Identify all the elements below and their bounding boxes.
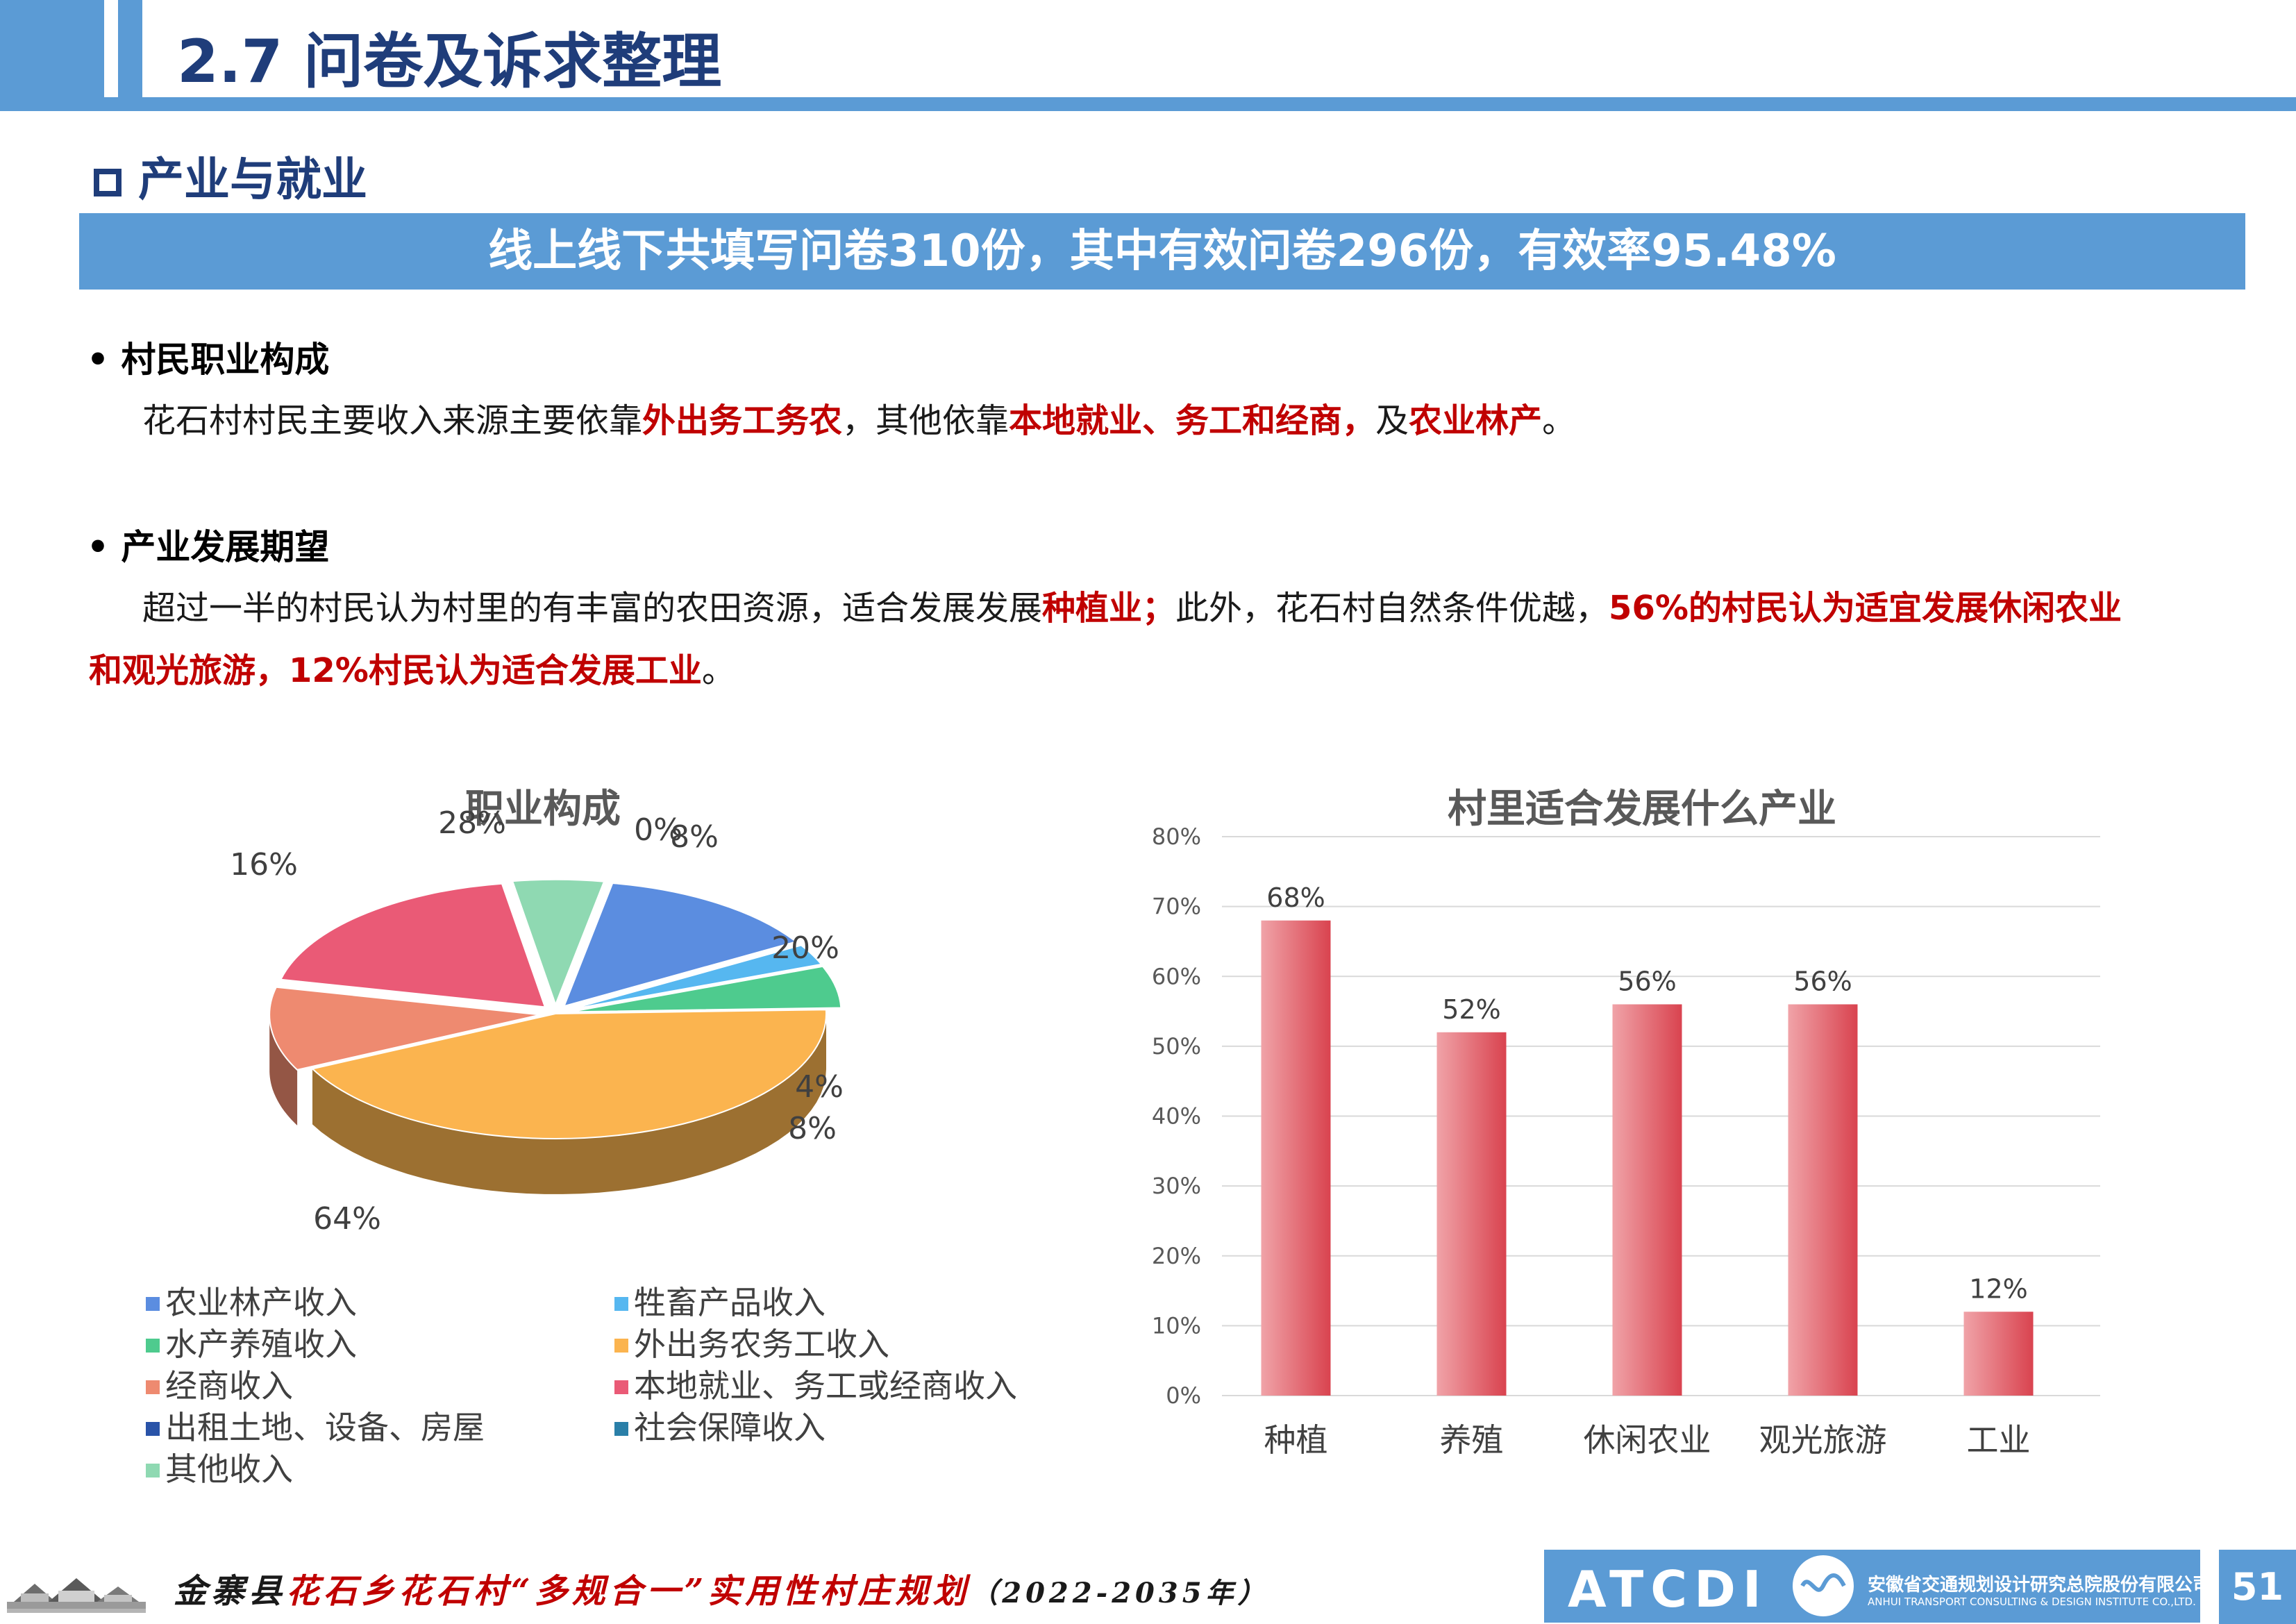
expectation-heading: • 产业发展期望 (87, 527, 330, 567)
bar-value-label: 68% (1266, 882, 1325, 913)
pie-legend-label: 社会保障收入 (634, 1409, 826, 1446)
bar-value-label: 12% (1969, 1273, 2027, 1304)
occupation-paragraph: 花石村村民主要收入来源主要依靠外出务工务农，其他依靠本地就业、务工和经商，及农业… (142, 401, 1576, 440)
footer-project-title: 金寨县花石乡花石村“多规合一”实用性村庄规划（2022-2035年） (174, 1572, 1270, 1611)
bar (1963, 1312, 2034, 1396)
pie-slice (570, 965, 842, 1013)
y-tick-label: 30% (1152, 1173, 1201, 1199)
bar-chart: 0% 10% 20% 30% 40% 50% 60% 70% 80% 68% 种植 52% 养殖 56% 休… (1152, 823, 2100, 1459)
legend-swatch (614, 1422, 628, 1436)
pie-legend-label: 本地就业、务工或经商收入 (634, 1367, 1017, 1405)
occupation-heading: • 村民职业构成 (87, 340, 330, 380)
bar (1261, 920, 1331, 1396)
pie-legend-item: 出租土地、设备、房屋 (146, 1403, 485, 1448)
legend-swatch (146, 1380, 160, 1394)
pie-value-label: 64% (313, 1201, 381, 1237)
bar-value-label: 56% (1618, 966, 1676, 997)
pie-slice (511, 878, 605, 1007)
y-tick-label: 80% (1152, 823, 1201, 850)
bar (1436, 1032, 1507, 1396)
pie-value-label: 8% (670, 819, 719, 855)
legend-swatch (146, 1297, 160, 1311)
x-category-label: 休闲农业 (1584, 1421, 1711, 1459)
pie-chart: 20%4%8%64%16%28% 0%8% (230, 805, 844, 1237)
y-tick-label: 0% (1166, 1382, 1201, 1409)
header-bar (0, 0, 2296, 103)
pie-value-label: 28% (438, 805, 506, 841)
legend-swatch (146, 1422, 160, 1436)
pie-legend-item: 经商收入 (146, 1361, 293, 1407)
pie-slice (569, 944, 823, 1011)
pie-legend-item: 其他收入 (146, 1444, 293, 1490)
bar-chart-title: 村里适合发展什么产业 (1448, 787, 1836, 832)
pie-legend-label: 出租土地、设备、房屋 (165, 1409, 485, 1446)
header-stripe-thin (118, 0, 142, 97)
y-tick-label: 10% (1152, 1312, 1201, 1339)
pie-legend-item: 农业林产收入 (146, 1278, 357, 1323)
pie-slice-side (269, 1014, 298, 1125)
pie-slice (279, 882, 546, 1008)
x-category-label: 种植 (1264, 1421, 1328, 1459)
bar (1612, 1004, 1682, 1396)
pie-value-label: 0% (634, 812, 682, 848)
pie-legend-label: 经商收入 (165, 1367, 293, 1405)
x-category-label: 工业 (1967, 1421, 2031, 1459)
pie-legend-label: 其他收入 (165, 1450, 293, 1488)
bar (1788, 1004, 1858, 1396)
legend-swatch (614, 1339, 628, 1353)
company-emblem-icon (1793, 1555, 1854, 1616)
pie-chart-title: 职业构成 (465, 787, 621, 832)
page-number: 51 (2231, 1565, 2284, 1609)
pie-value-label: 20% (771, 930, 839, 966)
page-number-box: 51 (2219, 1550, 2296, 1624)
pie-slice (269, 986, 541, 1071)
expectation-paragraph-line2: 和观光旅游，12%村民认为适合发展工业。 (89, 651, 735, 690)
bar-value-label: 56% (1793, 966, 1852, 997)
page-title: 2.7 问卷及诉求整理 (177, 27, 722, 97)
pie-slice (562, 882, 798, 1007)
legend-swatch (146, 1339, 160, 1353)
company-name-cn: 安徽省交通规划设计研究总院股份有限公司 (1868, 1575, 2211, 1596)
y-tick-label: 60% (1152, 963, 1201, 989)
pie-legend-label: 水产养殖收入 (165, 1325, 357, 1363)
section-title: 产业与就业 (94, 142, 367, 209)
pie-slice-side (312, 1014, 826, 1194)
summary-banner-text: 线上线下共填写问卷310份，其中有效问卷296份，有效率95.48% (488, 226, 1836, 277)
company-logo-text: ATCDI (1568, 1560, 1768, 1618)
pie-value-label: 8% (788, 1111, 837, 1146)
pie-legend-label: 外出务农务工收入 (634, 1325, 889, 1363)
pie-legend-item: 社会保障收入 (614, 1403, 826, 1448)
y-tick-label: 50% (1152, 1033, 1201, 1060)
legend-swatch (614, 1380, 628, 1394)
pie-legend-item: 水产养殖收入 (146, 1319, 357, 1365)
pie-value-label: 4% (795, 1069, 844, 1105)
pie-slice (310, 1009, 827, 1139)
legend-swatch (614, 1297, 628, 1311)
y-tick-label: 20% (1152, 1243, 1201, 1269)
x-category-label: 观光旅游 (1759, 1421, 1887, 1459)
pie-legend-label: 牲畜产品收入 (634, 1284, 826, 1321)
pie-legend-item: 牲畜产品收入 (614, 1278, 826, 1323)
legend-swatch (146, 1464, 160, 1477)
section-title-text: 产业与就业 (138, 153, 367, 206)
pie-legend-item: 本地就业、务工或经商收入 (614, 1361, 1017, 1407)
bar-value-label: 52% (1442, 994, 1500, 1025)
village-illustration-icon (7, 1578, 146, 1613)
header-underline (0, 97, 2296, 111)
y-tick-label: 40% (1152, 1103, 1201, 1130)
expectation-paragraph-line1: 超过一半的村民认为村里的有丰富的农田资源，适合发展发展种植业；此外，花石村自然条… (142, 589, 2122, 628)
y-tick-label: 70% (1152, 894, 1201, 920)
square-bullet-icon (94, 169, 121, 196)
company-logo-box (1544, 1550, 2200, 1623)
x-category-label: 养殖 (1440, 1421, 1504, 1459)
pie-value-label: 16% (230, 847, 298, 882)
pie-legend-label: 农业林产收入 (165, 1284, 357, 1321)
header-stripe (0, 0, 104, 97)
company-name-en: ANHUI TRANSPORT CONSULTING & DESIGN INST… (1868, 1596, 2196, 1608)
pie-legend-item: 外出务农务工收入 (614, 1319, 889, 1365)
summary-banner: 线上线下共填写问卷310份，其中有效问卷296份，有效率95.48% (79, 213, 2245, 290)
